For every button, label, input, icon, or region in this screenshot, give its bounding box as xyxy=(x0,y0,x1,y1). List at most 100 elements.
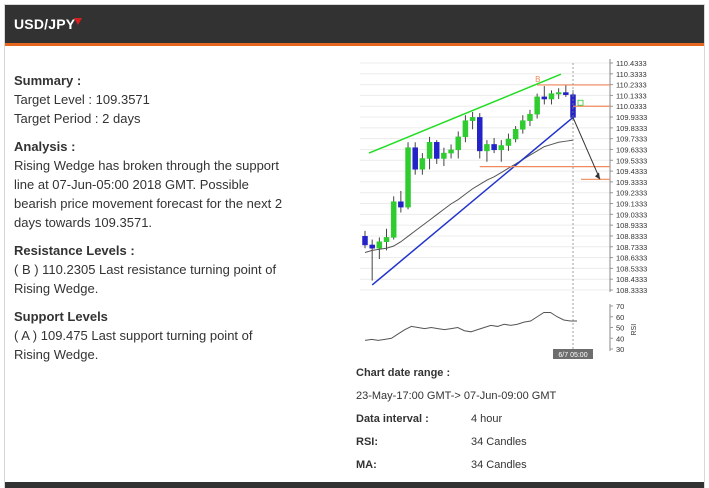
candle-body xyxy=(369,244,375,249)
price-tick-label: 109.5333 xyxy=(616,156,647,165)
support-line: Rising Wedge. xyxy=(14,347,99,362)
price-tick-label: 109.2333 xyxy=(616,189,647,198)
price-tick-label: 108.6333 xyxy=(616,254,647,263)
price-tick-label: 110.3333 xyxy=(616,70,647,79)
target-level: Target Level : 109.3571 xyxy=(14,92,150,107)
resistance-line: ( B ) 110.2305 Last resistance turning p… xyxy=(14,262,277,277)
candle-body xyxy=(498,145,505,151)
candle-body xyxy=(520,120,526,130)
price-tick-label: 109.3333 xyxy=(616,178,647,187)
analysis-heading: Analysis : xyxy=(14,139,76,154)
interval-row: Data interval : 4 hour xyxy=(356,413,502,425)
price-tick-label: 108.7333 xyxy=(616,243,647,252)
interval-label: Data interval : xyxy=(356,413,429,425)
analysis-line: days towards 109.3571. xyxy=(14,215,153,230)
candle-body xyxy=(462,120,469,138)
date-marker-box xyxy=(553,349,593,359)
footer-bar xyxy=(5,482,704,488)
rsi-axis-title: RSI xyxy=(631,324,638,336)
instrument-title[interactable]: USD/JPY xyxy=(14,16,76,32)
candle-body xyxy=(398,201,404,208)
rsi-tick-label: 40 xyxy=(616,334,624,343)
rsi-value: 34 Candles xyxy=(471,436,527,448)
candle-body xyxy=(426,142,433,159)
candle-body xyxy=(433,142,440,159)
candle-body xyxy=(412,147,418,170)
price-tick-label: 109.9333 xyxy=(616,113,647,122)
analysis-section: Analysis : Rising Wedge has broken throu… xyxy=(14,137,304,232)
price-tick-label: 109.4333 xyxy=(616,167,647,176)
analysis-text: Summary : Target Level : 109.3571 Target… xyxy=(14,71,304,373)
candle-body xyxy=(477,117,483,152)
candle-body xyxy=(563,92,569,95)
candle-body xyxy=(555,92,562,95)
rsi-tick-label: 60 xyxy=(616,313,624,322)
price-tick-label: 108.3333 xyxy=(616,286,647,295)
ma-label: MA: xyxy=(356,459,377,471)
wedge-lower-line xyxy=(371,116,574,286)
down-triangle-icon xyxy=(74,18,82,25)
analysis-panel: USD/JPY Summary : Target Level : 109.357… xyxy=(4,4,705,488)
candle-body xyxy=(362,236,368,246)
date-range-row: Chart date range : xyxy=(356,367,450,379)
candle-body xyxy=(455,136,461,151)
candle-body xyxy=(419,158,426,170)
wedge-upper-line xyxy=(368,73,562,154)
candle-body xyxy=(534,96,540,115)
resistance-tag: B xyxy=(535,75,540,84)
moving-average-line xyxy=(364,139,574,254)
candle-body xyxy=(491,144,497,151)
rsi-label: RSI: xyxy=(356,436,378,448)
candle-body xyxy=(441,152,447,159)
date-range-value: 23-May-17:00 GMT-> 07-Jun-09:00 GMT xyxy=(356,390,557,402)
price-tick-label: 109.1333 xyxy=(616,200,647,209)
analysis-line: Rising Wedge has broken through the supp… xyxy=(14,158,279,173)
date-marker-label: 6/7 05:00 xyxy=(558,352,587,359)
ma-value: 34 Candles xyxy=(471,459,527,471)
summary-heading: Summary : xyxy=(14,73,82,88)
summary-section: Summary : Target Level : 109.3571 Target… xyxy=(14,71,304,128)
price-tick-label: 110.2333 xyxy=(616,81,647,90)
rsi-tick-label: 30 xyxy=(616,345,624,354)
price-tick-label: 110.0333 xyxy=(616,102,647,111)
price-tick-label: 109.7333 xyxy=(616,135,647,144)
price-tick-label: 108.9333 xyxy=(616,221,647,230)
forecast-arrow-line xyxy=(572,117,601,180)
support-heading: Support Levels xyxy=(14,309,108,324)
support-line: ( A ) 109.475 Last support turning point… xyxy=(14,328,253,343)
candle-body xyxy=(484,144,490,152)
price-tick-label: 109.8333 xyxy=(616,124,647,133)
candle-body xyxy=(548,93,555,100)
resistance-heading: Resistance Levels : xyxy=(14,243,135,258)
candle-body xyxy=(527,113,533,121)
interval-value: 4 hour xyxy=(471,413,503,425)
candle-body xyxy=(469,117,476,121)
candle-body xyxy=(405,147,411,208)
rsi-line xyxy=(364,311,577,341)
price-tick-label: 109.6333 xyxy=(616,145,647,154)
support-tag-marker xyxy=(577,99,584,106)
rsi-row: RSI: 34 Candles xyxy=(356,436,527,448)
date-range-label: Chart date range : xyxy=(356,367,451,379)
header-accent-line xyxy=(5,43,704,46)
resistance-section: Resistance Levels : ( B ) 110.2305 Last … xyxy=(14,241,304,298)
forecast-arrow-head xyxy=(595,172,600,180)
date-range-value-row: 23-May-17:00 GMT-> 07-Jun-09:00 GMT xyxy=(356,390,556,402)
candle-body xyxy=(390,201,397,238)
price-tick-label: 110.1333 xyxy=(616,91,647,100)
rsi-tick-label: 50 xyxy=(616,324,624,333)
price-tick-label: 108.8333 xyxy=(616,232,647,241)
price-tick-label: 108.4333 xyxy=(616,275,647,284)
header-bar: USD/JPY xyxy=(5,5,704,43)
analysis-line: bearish price movement forecast for the … xyxy=(14,196,283,211)
price-tick-label: 110.4333 xyxy=(616,59,647,68)
candle-body xyxy=(376,241,383,249)
price-tick-label: 109.0333 xyxy=(616,210,647,219)
resistance-line: Rising Wedge. xyxy=(14,281,99,296)
candle-body xyxy=(383,237,390,242)
candle-body xyxy=(512,129,519,140)
rsi-tick-label: 70 xyxy=(616,302,624,311)
price-tick-label: 108.5333 xyxy=(616,264,647,273)
candle-body xyxy=(541,96,548,100)
